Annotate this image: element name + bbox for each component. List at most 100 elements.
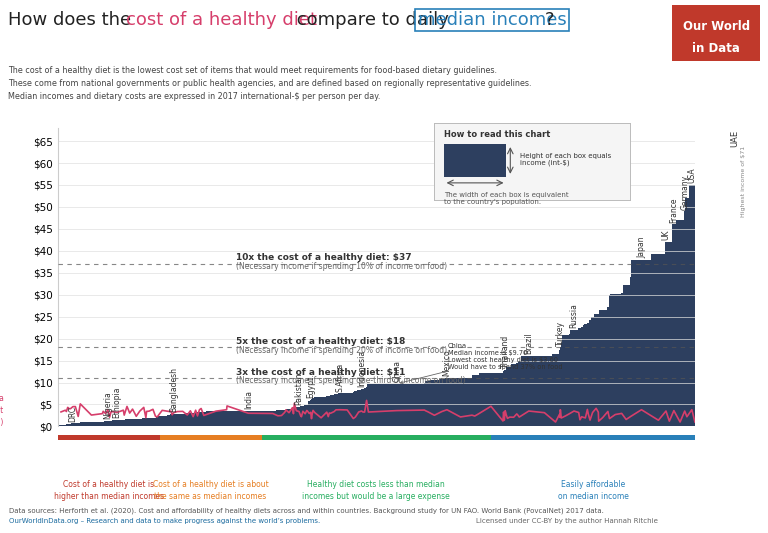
Bar (518, 361, 521, 426)
Text: Turkey: Turkey (556, 321, 564, 345)
Bar (362, 389, 363, 426)
Bar (672, 224, 676, 426)
Bar (191, 413, 195, 426)
Bar (302, 406, 304, 426)
Text: Highest income of $71: Highest income of $71 (741, 146, 746, 217)
Bar (130, 419, 135, 426)
Bar (561, 343, 562, 426)
Text: Cost of a
healthy diet
(global average = $3.69): Cost of a healthy diet (global average =… (0, 394, 3, 426)
Text: Data sources: Herforth et al. (2020). Cost and affordability of healthy diets ac: Data sources: Herforth et al. (2020). Co… (9, 508, 604, 514)
Text: 3x the cost of a healthy diet: $11: 3x the cost of a healthy diet: $11 (236, 368, 406, 377)
Text: France: France (670, 197, 678, 223)
Bar (69, 424, 70, 426)
Bar (154, 418, 157, 426)
Bar (425, 382, 426, 426)
Bar (651, 254, 665, 426)
Bar (472, 375, 477, 426)
Bar (444, 144, 506, 177)
Bar (689, 185, 695, 426)
Text: Brazil: Brazil (525, 333, 533, 354)
Bar (511, 364, 516, 426)
Bar (58, 425, 65, 426)
Bar (298, 407, 300, 426)
Bar (206, 411, 227, 426)
Bar (174, 414, 180, 426)
Bar (65, 425, 66, 426)
Bar (195, 413, 197, 426)
Text: UAE: UAE (730, 130, 740, 147)
Text: Cost of a healthy diet is
higher than median incomes: Cost of a healthy diet is higher than me… (54, 480, 164, 501)
Text: compare to daily: compare to daily (290, 11, 455, 29)
Bar (306, 406, 307, 426)
Bar (104, 421, 108, 426)
Bar (74, 423, 76, 426)
Bar (439, 379, 445, 426)
Bar (559, 350, 560, 426)
Bar (135, 419, 137, 426)
Text: Ethiopia: Ethiopia (113, 386, 121, 418)
Bar (111, 420, 123, 426)
Bar (594, 314, 598, 426)
Bar (599, 310, 607, 426)
Bar (631, 260, 651, 426)
Text: USA: USA (687, 167, 697, 183)
Bar (506, 367, 508, 426)
Bar (276, 410, 280, 426)
Bar (71, 423, 74, 426)
Bar (146, 418, 147, 426)
Text: Germany: Germany (680, 174, 689, 209)
Bar (479, 373, 502, 426)
Bar (283, 410, 285, 426)
Bar (369, 384, 424, 426)
Bar (190, 413, 191, 426)
Bar (300, 406, 301, 426)
Bar (286, 409, 292, 426)
Bar (562, 335, 569, 426)
Bar (367, 384, 369, 426)
Bar (142, 418, 146, 426)
Bar (294, 407, 295, 426)
Text: DRC: DRC (68, 406, 78, 422)
Bar (591, 317, 594, 426)
Bar (157, 417, 158, 426)
Bar (313, 397, 316, 426)
Bar (552, 354, 559, 426)
Text: cost of a healthy diet: cost of a healthy diet (126, 11, 316, 29)
Bar (578, 328, 579, 426)
Bar (429, 380, 439, 426)
Bar (180, 414, 185, 426)
Bar (166, 416, 167, 426)
Bar (102, 422, 104, 426)
Bar (685, 198, 689, 426)
Bar (570, 330, 578, 426)
Bar (504, 370, 505, 426)
Text: Bangladesh: Bangladesh (169, 367, 178, 413)
Text: Pakistan: Pakistan (294, 373, 303, 405)
Text: (Necessary income if spending one-third of income on food): (Necessary income if spending one-third … (236, 376, 465, 385)
Bar (426, 381, 429, 426)
Text: OurWorldInData.org – Research and data to make progress against the world’s prob: OurWorldInData.org – Research and data t… (9, 519, 320, 524)
Bar (361, 389, 362, 426)
Bar (449, 378, 472, 426)
Bar (329, 395, 331, 426)
Text: How to read this chart: How to read this chart (444, 130, 550, 139)
Text: Licensed under CC-BY by the author Hannah Ritchie: Licensed under CC-BY by the author Hanna… (476, 519, 658, 524)
Bar (280, 410, 283, 426)
Bar (630, 277, 631, 426)
Bar (584, 324, 588, 426)
Bar (167, 415, 170, 426)
Bar (676, 220, 684, 426)
Bar (363, 387, 366, 426)
Bar (202, 411, 206, 426)
Text: Healthy diet costs less than median
incomes but would be a large expense: Healthy diet costs less than median inco… (303, 480, 450, 501)
Bar (326, 396, 327, 426)
Text: China: China (392, 360, 401, 382)
Text: Indonesia: Indonesia (357, 350, 366, 387)
Bar (307, 405, 308, 426)
Bar (270, 411, 276, 426)
Bar (123, 420, 124, 426)
Text: India: India (243, 390, 253, 409)
Bar (583, 325, 584, 426)
Bar (334, 394, 337, 426)
Bar (185, 413, 190, 426)
